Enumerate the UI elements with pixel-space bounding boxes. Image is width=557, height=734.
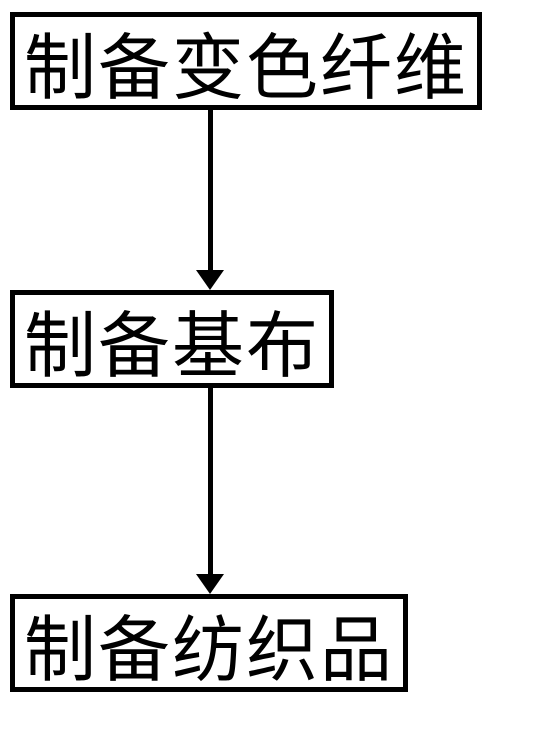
node-2-label: 制备基布 xyxy=(24,287,320,392)
flowchart-node-2: 制备基布 xyxy=(10,290,334,388)
flowchart-container: 制备变色纤维 制备基布 制备纺织品 xyxy=(0,0,557,734)
node-3-label: 制备纺织品 xyxy=(24,591,394,696)
arrow-2-line xyxy=(208,388,213,574)
flowchart-node-1: 制备变色纤维 xyxy=(10,12,482,110)
flowchart-node-3: 制备纺织品 xyxy=(10,594,408,692)
node-1-label: 制备变色纤维 xyxy=(24,9,468,114)
arrow-1-line xyxy=(208,110,213,270)
